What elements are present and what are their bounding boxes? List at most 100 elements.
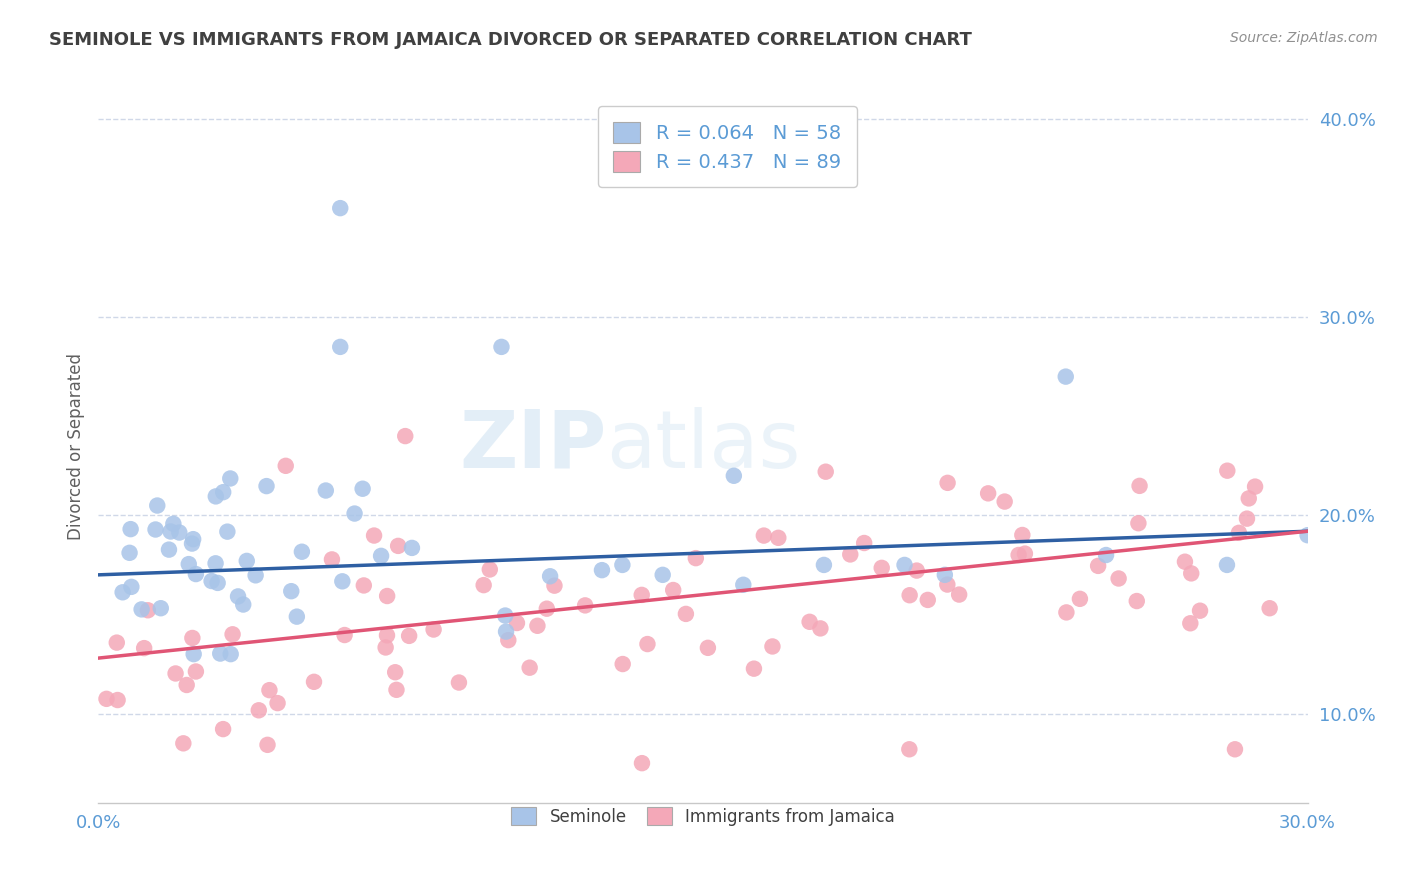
Point — [478, 562, 501, 576]
Point — [1296, 528, 1319, 542]
Point — [1244, 480, 1267, 494]
Point — [330, 574, 353, 589]
Point — [169, 525, 191, 540]
Point — [302, 674, 325, 689]
Point — [259, 683, 281, 698]
Point — [936, 475, 959, 490]
Point — [1087, 558, 1109, 573]
Point — [157, 542, 180, 557]
Point — [204, 490, 226, 504]
Point — [636, 637, 658, 651]
Point — [472, 578, 495, 592]
Point — [994, 494, 1017, 508]
Point — [662, 582, 685, 597]
Point — [612, 558, 634, 572]
Point — [519, 661, 541, 675]
Point — [394, 429, 416, 443]
Point — [893, 558, 915, 572]
Point — [631, 756, 654, 771]
Point — [329, 201, 352, 215]
Point — [574, 599, 596, 613]
Point — [1069, 591, 1091, 606]
Point — [96, 691, 118, 706]
Point — [538, 569, 561, 583]
Point — [184, 665, 207, 679]
Point — [1128, 479, 1150, 493]
Point — [651, 567, 673, 582]
Point — [1054, 606, 1077, 620]
Point — [1180, 566, 1202, 581]
Text: Source: ZipAtlas.com: Source: ZipAtlas.com — [1230, 31, 1378, 45]
Point — [1236, 511, 1258, 525]
Point — [343, 507, 366, 521]
Point — [162, 516, 184, 531]
Point — [172, 736, 194, 750]
Point — [232, 598, 254, 612]
Point — [494, 608, 516, 623]
Point — [181, 631, 204, 645]
Point — [1095, 548, 1118, 562]
Point — [491, 340, 513, 354]
Point — [948, 588, 970, 602]
Point — [936, 577, 959, 591]
Point — [506, 615, 529, 630]
Point — [291, 545, 314, 559]
Point — [209, 647, 232, 661]
Point — [107, 693, 129, 707]
Point — [256, 479, 278, 493]
Point — [375, 628, 398, 642]
Point — [422, 623, 444, 637]
Point — [274, 458, 297, 473]
Point — [810, 621, 832, 635]
Point — [217, 524, 239, 539]
Point — [853, 536, 876, 550]
Point — [385, 682, 408, 697]
Point — [905, 564, 928, 578]
Point — [401, 541, 423, 555]
Text: atlas: atlas — [606, 407, 800, 485]
Point — [977, 486, 1000, 500]
Point — [134, 641, 156, 656]
Point — [333, 628, 356, 642]
Point — [236, 554, 259, 568]
Point — [247, 703, 270, 717]
Point — [675, 607, 697, 621]
Point — [870, 561, 893, 575]
Point — [1237, 491, 1260, 506]
Point — [374, 640, 396, 655]
Y-axis label: Divorced or Separated: Divorced or Separated — [66, 352, 84, 540]
Point — [536, 601, 558, 615]
Point — [165, 666, 187, 681]
Point — [120, 580, 142, 594]
Point — [226, 590, 249, 604]
Point — [120, 522, 142, 536]
Point — [118, 546, 141, 560]
Point — [176, 678, 198, 692]
Legend: Seminole, Immigrants from Jamaica: Seminole, Immigrants from Jamaica — [499, 796, 907, 838]
Point — [200, 574, 222, 588]
Point — [352, 482, 374, 496]
Point — [285, 609, 308, 624]
Point — [384, 665, 406, 680]
Point — [813, 558, 835, 572]
Point — [1227, 525, 1250, 540]
Point — [245, 568, 267, 582]
Point — [1258, 601, 1281, 615]
Point — [363, 528, 385, 542]
Point — [1216, 558, 1239, 572]
Point — [212, 722, 235, 736]
Point — [131, 602, 153, 616]
Point — [181, 532, 204, 546]
Point — [329, 340, 352, 354]
Point — [1128, 516, 1150, 531]
Point — [1216, 464, 1239, 478]
Point — [184, 567, 207, 582]
Point — [1014, 547, 1036, 561]
Point — [696, 640, 718, 655]
Text: SEMINOLE VS IMMIGRANTS FROM JAMAICA DIVORCED OR SEPARATED CORRELATION CHART: SEMINOLE VS IMMIGRANTS FROM JAMAICA DIVO… — [49, 31, 972, 49]
Point — [1180, 616, 1202, 631]
Point — [917, 593, 939, 607]
Point — [934, 567, 956, 582]
Point — [280, 584, 302, 599]
Point — [145, 523, 167, 537]
